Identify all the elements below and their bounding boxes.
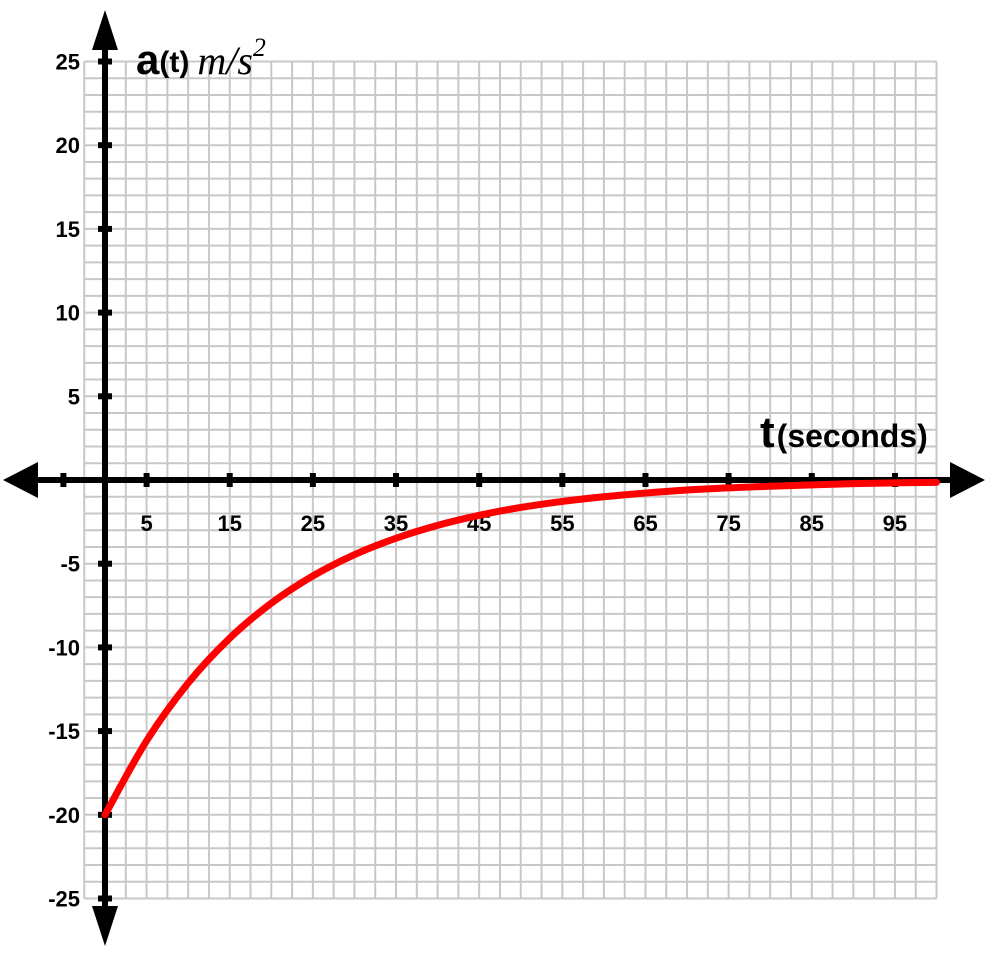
x-axis-label-symbol: t	[760, 408, 775, 457]
ticks	[60, 58, 898, 902]
x-tick-label: 5	[140, 511, 152, 536]
y-axis-label-symbol: a	[136, 36, 160, 83]
x-tick-label: 85	[800, 511, 824, 536]
y-tick-label: -20	[48, 803, 80, 828]
x-tick-label: 15	[217, 511, 241, 536]
y-tick-label: -15	[48, 719, 80, 744]
y-tick-label: -10	[48, 635, 80, 660]
y-axis-label: a(t) m/s2	[136, 33, 266, 83]
y-axis-arrow-up	[92, 10, 118, 50]
y-tick-label: 15	[56, 217, 80, 242]
y-axis-label-unit: m/s	[197, 38, 253, 83]
y-tick-label: 25	[56, 50, 80, 75]
y-axis-label-unit-exponent: 2	[253, 33, 266, 62]
x-axis-label: t(seconds)	[760, 408, 928, 457]
y-axis-label-arg: (t)	[159, 46, 189, 79]
x-tick-label: 75	[716, 511, 740, 536]
tick-labels: 5 15 25 35 45 55 65 75 85 95252015105-5-10-15-20-…	[48, 50, 907, 912]
y-tick-label: -25	[48, 887, 80, 912]
y-tick-label: 10	[56, 301, 80, 326]
x-axis-arrow-right	[950, 462, 985, 498]
x-tick-label: 95	[883, 511, 907, 536]
y-axis-arrow-down	[92, 906, 118, 946]
y-tick-label: 20	[56, 133, 80, 158]
x-axis-arrow-left	[3, 462, 38, 498]
y-tick-label: 5	[68, 384, 80, 409]
x-tick-label: 65	[633, 511, 657, 536]
x-tick-label: 25	[301, 511, 325, 536]
axes	[3, 10, 985, 946]
acceleration-curve	[101, 478, 940, 819]
x-axis-label-unit: (seconds)	[777, 418, 928, 454]
y-tick-label: -5	[60, 552, 80, 577]
x-tick-label: 55	[550, 511, 574, 536]
